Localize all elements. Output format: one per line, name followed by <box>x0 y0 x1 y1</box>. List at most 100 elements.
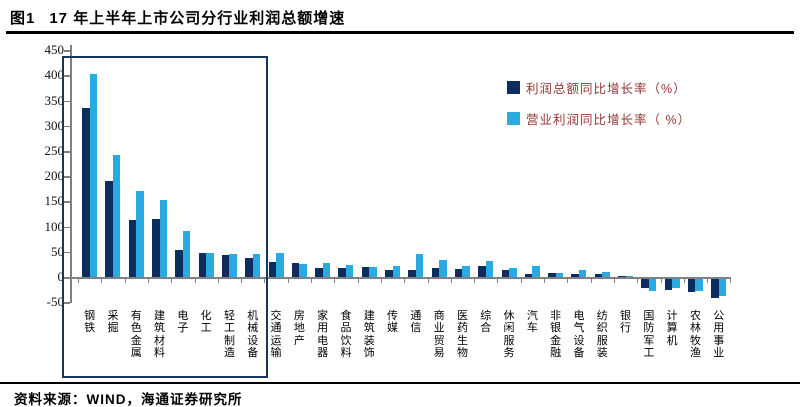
y-axis-line <box>70 45 72 303</box>
x-axis-tick <box>194 279 196 283</box>
x-axis-tick <box>707 279 709 283</box>
x-axis-tick <box>567 279 569 283</box>
x-axis-tick <box>637 279 639 283</box>
y-axis-tick <box>64 302 70 304</box>
y-axis-label: 350 <box>44 92 65 108</box>
x-axis-label: 汽车 <box>526 310 538 335</box>
x-axis-label: 交通运输 <box>270 310 282 359</box>
bar-profit-total <box>198 253 207 277</box>
bar-operating-profit <box>485 261 494 277</box>
bar-operating-profit <box>625 275 634 277</box>
bar-profit-total <box>385 270 393 277</box>
x-axis-label: 家用电器 <box>317 310 329 359</box>
x-axis-tick <box>427 279 429 283</box>
x-axis-tick <box>683 279 685 283</box>
bar-profit-total <box>618 275 626 277</box>
x-axis-label: 食品饮料 <box>340 310 352 359</box>
bar-profit-total <box>245 257 253 277</box>
y-axis-label: -50 <box>46 294 64 310</box>
bar-chart: 450 400 350 300 250 200 150 100 50 0 -50 钢铁采掘有色金属建筑… <box>44 42 732 378</box>
bar-operating-profit <box>299 264 307 277</box>
x-axis-label: 机械设备 <box>247 310 259 359</box>
x-axis-tick <box>147 279 149 283</box>
x-axis-tick <box>78 279 79 283</box>
x-axis-tick <box>497 279 499 283</box>
bar-profit-total <box>501 269 510 277</box>
x-axis-label: 公用事业 <box>713 310 725 359</box>
bar-operating-profit <box>345 265 354 277</box>
x-axis-label: 化工 <box>200 310 212 335</box>
bar-operating-profit <box>322 262 331 277</box>
x-axis-label: 休闲服务 <box>503 310 515 359</box>
bar-operating-profit <box>578 270 587 277</box>
bar-operating-profit <box>392 265 401 277</box>
highlight-box <box>62 56 269 378</box>
bar-profit-total <box>315 268 323 277</box>
legend-swatch-profit-total <box>507 81 520 94</box>
x-axis-label: 非银金融 <box>550 310 562 359</box>
legend-item-operating-profit: 营业利润同比增长率（ %） <box>507 109 691 128</box>
bar-operating-profit <box>532 266 540 277</box>
x-axis-tick <box>450 279 452 283</box>
source-note: 资料来源：WIND，海通证券研究所 <box>14 392 243 407</box>
x-axis-label: 传媒 <box>387 310 399 335</box>
x-axis-tick <box>264 279 266 283</box>
bar-profit-total <box>82 108 90 277</box>
title-underline <box>6 31 794 34</box>
y-axis-tick <box>64 251 70 254</box>
x-axis-tick <box>544 279 545 283</box>
x-axis-label: 电气设备 <box>573 310 585 359</box>
x-axis-tick <box>520 279 522 283</box>
bar-profit-total <box>152 219 160 277</box>
bar-operating-profit <box>89 74 98 277</box>
bar-operating-profit <box>718 279 727 297</box>
bar-operating-profit <box>229 253 237 277</box>
bar-profit-total <box>268 261 277 277</box>
x-axis-tick <box>474 279 476 283</box>
x-axis-label: 建筑装饰 <box>363 310 375 359</box>
x-axis-label: 计算机 <box>666 310 678 347</box>
bar-profit-total <box>524 273 533 277</box>
bar-profit-total <box>594 274 603 277</box>
y-axis-tick <box>64 201 70 203</box>
x-axis-label: 采掘 <box>107 310 119 335</box>
y-axis-label: 400 <box>44 67 65 83</box>
bar-profit-total <box>361 267 370 277</box>
bar-operating-profit <box>555 273 564 277</box>
y-axis-label: 150 <box>44 193 65 209</box>
bar-operating-profit <box>602 271 610 277</box>
bar-operating-profit <box>648 279 657 292</box>
figure-label: 图1 <box>10 10 36 27</box>
legend-label-operating-profit: 营业利润同比增长率（ %） <box>526 113 692 127</box>
legend-label-profit-total: 利润总额同比增长率（%） <box>526 82 687 96</box>
bar-profit-total <box>128 220 137 277</box>
bar-profit-total <box>664 279 673 291</box>
bar-profit-total <box>687 279 696 292</box>
bar-operating-profit <box>206 252 214 277</box>
x-axis-label: 农林牧渔 <box>689 310 701 359</box>
x-axis-label: 通信 <box>410 310 422 335</box>
bar-profit-total <box>711 279 719 298</box>
x-axis-tick <box>287 279 289 283</box>
bar-operating-profit <box>252 254 261 277</box>
y-axis-tick <box>64 75 70 77</box>
bar-profit-total <box>105 181 113 277</box>
bar-profit-total <box>175 250 183 277</box>
x-axis-label: 综合 <box>480 310 492 335</box>
y-axis-label: 450 <box>44 42 65 58</box>
y-axis-tick <box>64 100 70 103</box>
bar-operating-profit <box>159 200 168 277</box>
x-axis-tick <box>660 279 662 283</box>
x-axis-tick <box>241 279 243 283</box>
bar-profit-total <box>221 255 230 277</box>
figure-header: 图1 17 年上半年上市公司分行业利润总额增速 <box>10 7 790 28</box>
y-axis-label: 50 <box>51 243 64 259</box>
legend-swatch-operating-profit <box>507 112 520 125</box>
x-axis-tick <box>357 279 359 283</box>
x-axis-label: 有色金属 <box>130 310 142 359</box>
y-axis-tick <box>64 50 70 52</box>
bar-profit-total <box>478 266 486 277</box>
x-axis-label: 商业贸易 <box>433 310 445 359</box>
x-axis-tick <box>217 279 219 283</box>
